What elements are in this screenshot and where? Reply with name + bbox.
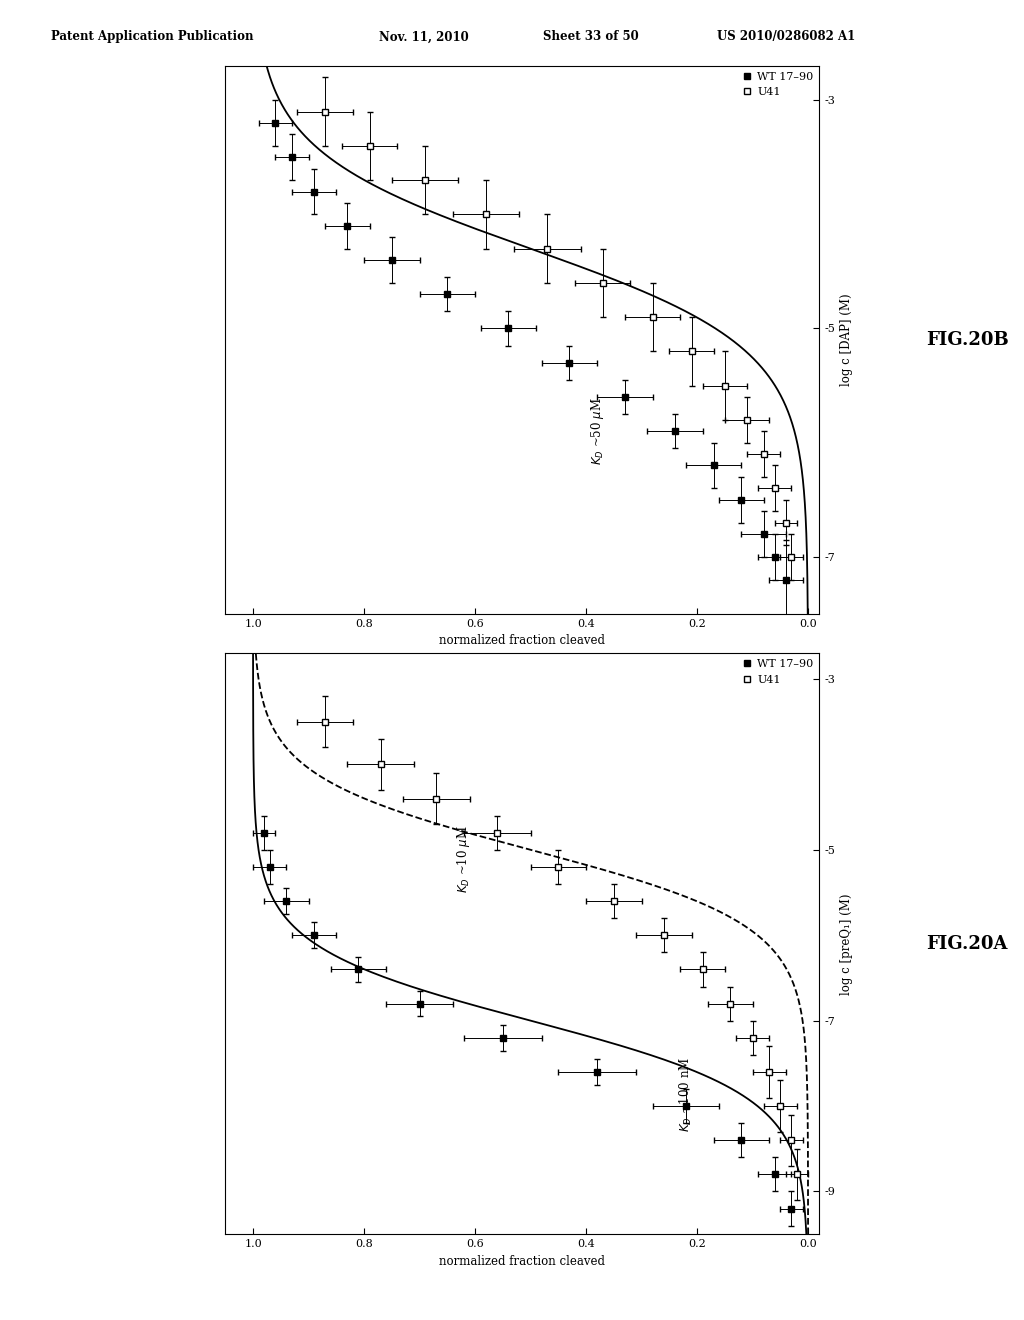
Text: FIG.20B: FIG.20B	[926, 331, 1009, 348]
Text: Sheet 33 of 50: Sheet 33 of 50	[543, 30, 639, 44]
Y-axis label: log c [DAP] (M): log c [DAP] (M)	[841, 293, 853, 387]
Text: $K_D$ ~10 $\mu$M: $K_D$ ~10 $\mu$M	[456, 825, 472, 892]
Legend: WT 17–90, U41: WT 17–90, U41	[741, 71, 814, 98]
Text: FIG.20A: FIG.20A	[926, 935, 1008, 953]
Text: Nov. 11, 2010: Nov. 11, 2010	[379, 30, 469, 44]
Text: $K_D$ ~100 nM: $K_D$ ~100 nM	[678, 1056, 694, 1131]
Text: Patent Application Publication: Patent Application Publication	[51, 30, 254, 44]
Y-axis label: log c [preQ₁] (M): log c [preQ₁] (M)	[841, 894, 853, 994]
Legend: WT 17–90, U41: WT 17–90, U41	[741, 659, 814, 685]
X-axis label: normalized fraction cleaved: normalized fraction cleaved	[439, 1254, 605, 1267]
Text: US 2010/0286082 A1: US 2010/0286082 A1	[717, 30, 855, 44]
Text: $K_D$ ~50 $\mu$M: $K_D$ ~50 $\mu$M	[589, 397, 605, 466]
X-axis label: normalized fraction cleaved: normalized fraction cleaved	[439, 634, 605, 647]
